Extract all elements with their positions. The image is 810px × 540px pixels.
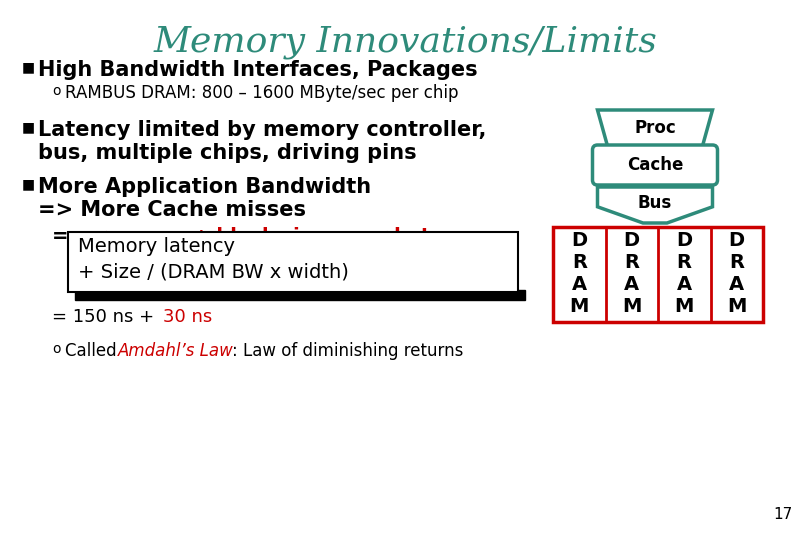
Text: ■: ■ [22, 60, 35, 74]
Text: Latency limited by memory controller,: Latency limited by memory controller, [38, 120, 486, 140]
Text: M: M [622, 297, 642, 316]
Text: A: A [625, 275, 639, 294]
Text: Memory Innovations/Limits: Memory Innovations/Limits [153, 25, 657, 59]
Text: A: A [676, 275, 692, 294]
Text: = 150 ns +: = 150 ns + [52, 308, 154, 326]
Text: A: A [572, 275, 586, 294]
Text: More Application Bandwidth: More Application Bandwidth [38, 177, 371, 197]
Text: M: M [675, 297, 694, 316]
Bar [553, 227, 763, 322]
Text: Amdahl’s Law: Amdahl’s Law [118, 342, 234, 360]
Text: R: R [729, 253, 744, 272]
Text: 17: 17 [774, 507, 793, 522]
Text: Bus: Bus [638, 194, 672, 212]
Text: per access + block size x per byte: per access + block size x per byte [70, 227, 444, 246]
Text: ■: ■ [22, 120, 35, 134]
Text: Cache: Cache [627, 156, 683, 174]
Text: M: M [727, 297, 747, 316]
Text: => More Cache misses: => More Cache misses [38, 200, 306, 220]
Text: Proc: Proc [634, 119, 676, 137]
Text: o: o [52, 342, 61, 356]
Text: =: = [52, 227, 69, 246]
Text: R: R [676, 253, 692, 272]
Text: Memory latency: Memory latency [78, 237, 235, 256]
Text: RAMBUS DRAM: 800 – 1600 MByte/sec per chip: RAMBUS DRAM: 800 – 1600 MByte/sec per ch… [65, 84, 458, 102]
Bar [75, 290, 525, 300]
Text: A: A [729, 275, 744, 294]
Text: M: M [569, 297, 589, 316]
Text: o: o [52, 84, 61, 98]
Polygon shape [598, 187, 713, 223]
Text: ■: ■ [22, 177, 35, 191]
Text: R: R [572, 253, 586, 272]
FancyBboxPatch shape [68, 232, 518, 292]
Text: D: D [571, 231, 587, 250]
FancyBboxPatch shape [592, 145, 718, 185]
Polygon shape [598, 110, 713, 146]
Text: Called: Called [65, 342, 122, 360]
Text: R: R [625, 253, 639, 272]
Text: + Size / (DRAM BW x width): + Size / (DRAM BW x width) [78, 262, 349, 281]
Text: High Bandwidth Interfaces, Packages: High Bandwidth Interfaces, Packages [38, 60, 478, 80]
Text: D: D [676, 231, 693, 250]
Text: D: D [624, 231, 640, 250]
Text: : Law of diminishing returns: : Law of diminishing returns [232, 342, 463, 360]
Text: bus, multiple chips, driving pins: bus, multiple chips, driving pins [38, 143, 416, 163]
Text: D: D [729, 231, 745, 250]
Text: 30 ns: 30 ns [163, 308, 212, 326]
